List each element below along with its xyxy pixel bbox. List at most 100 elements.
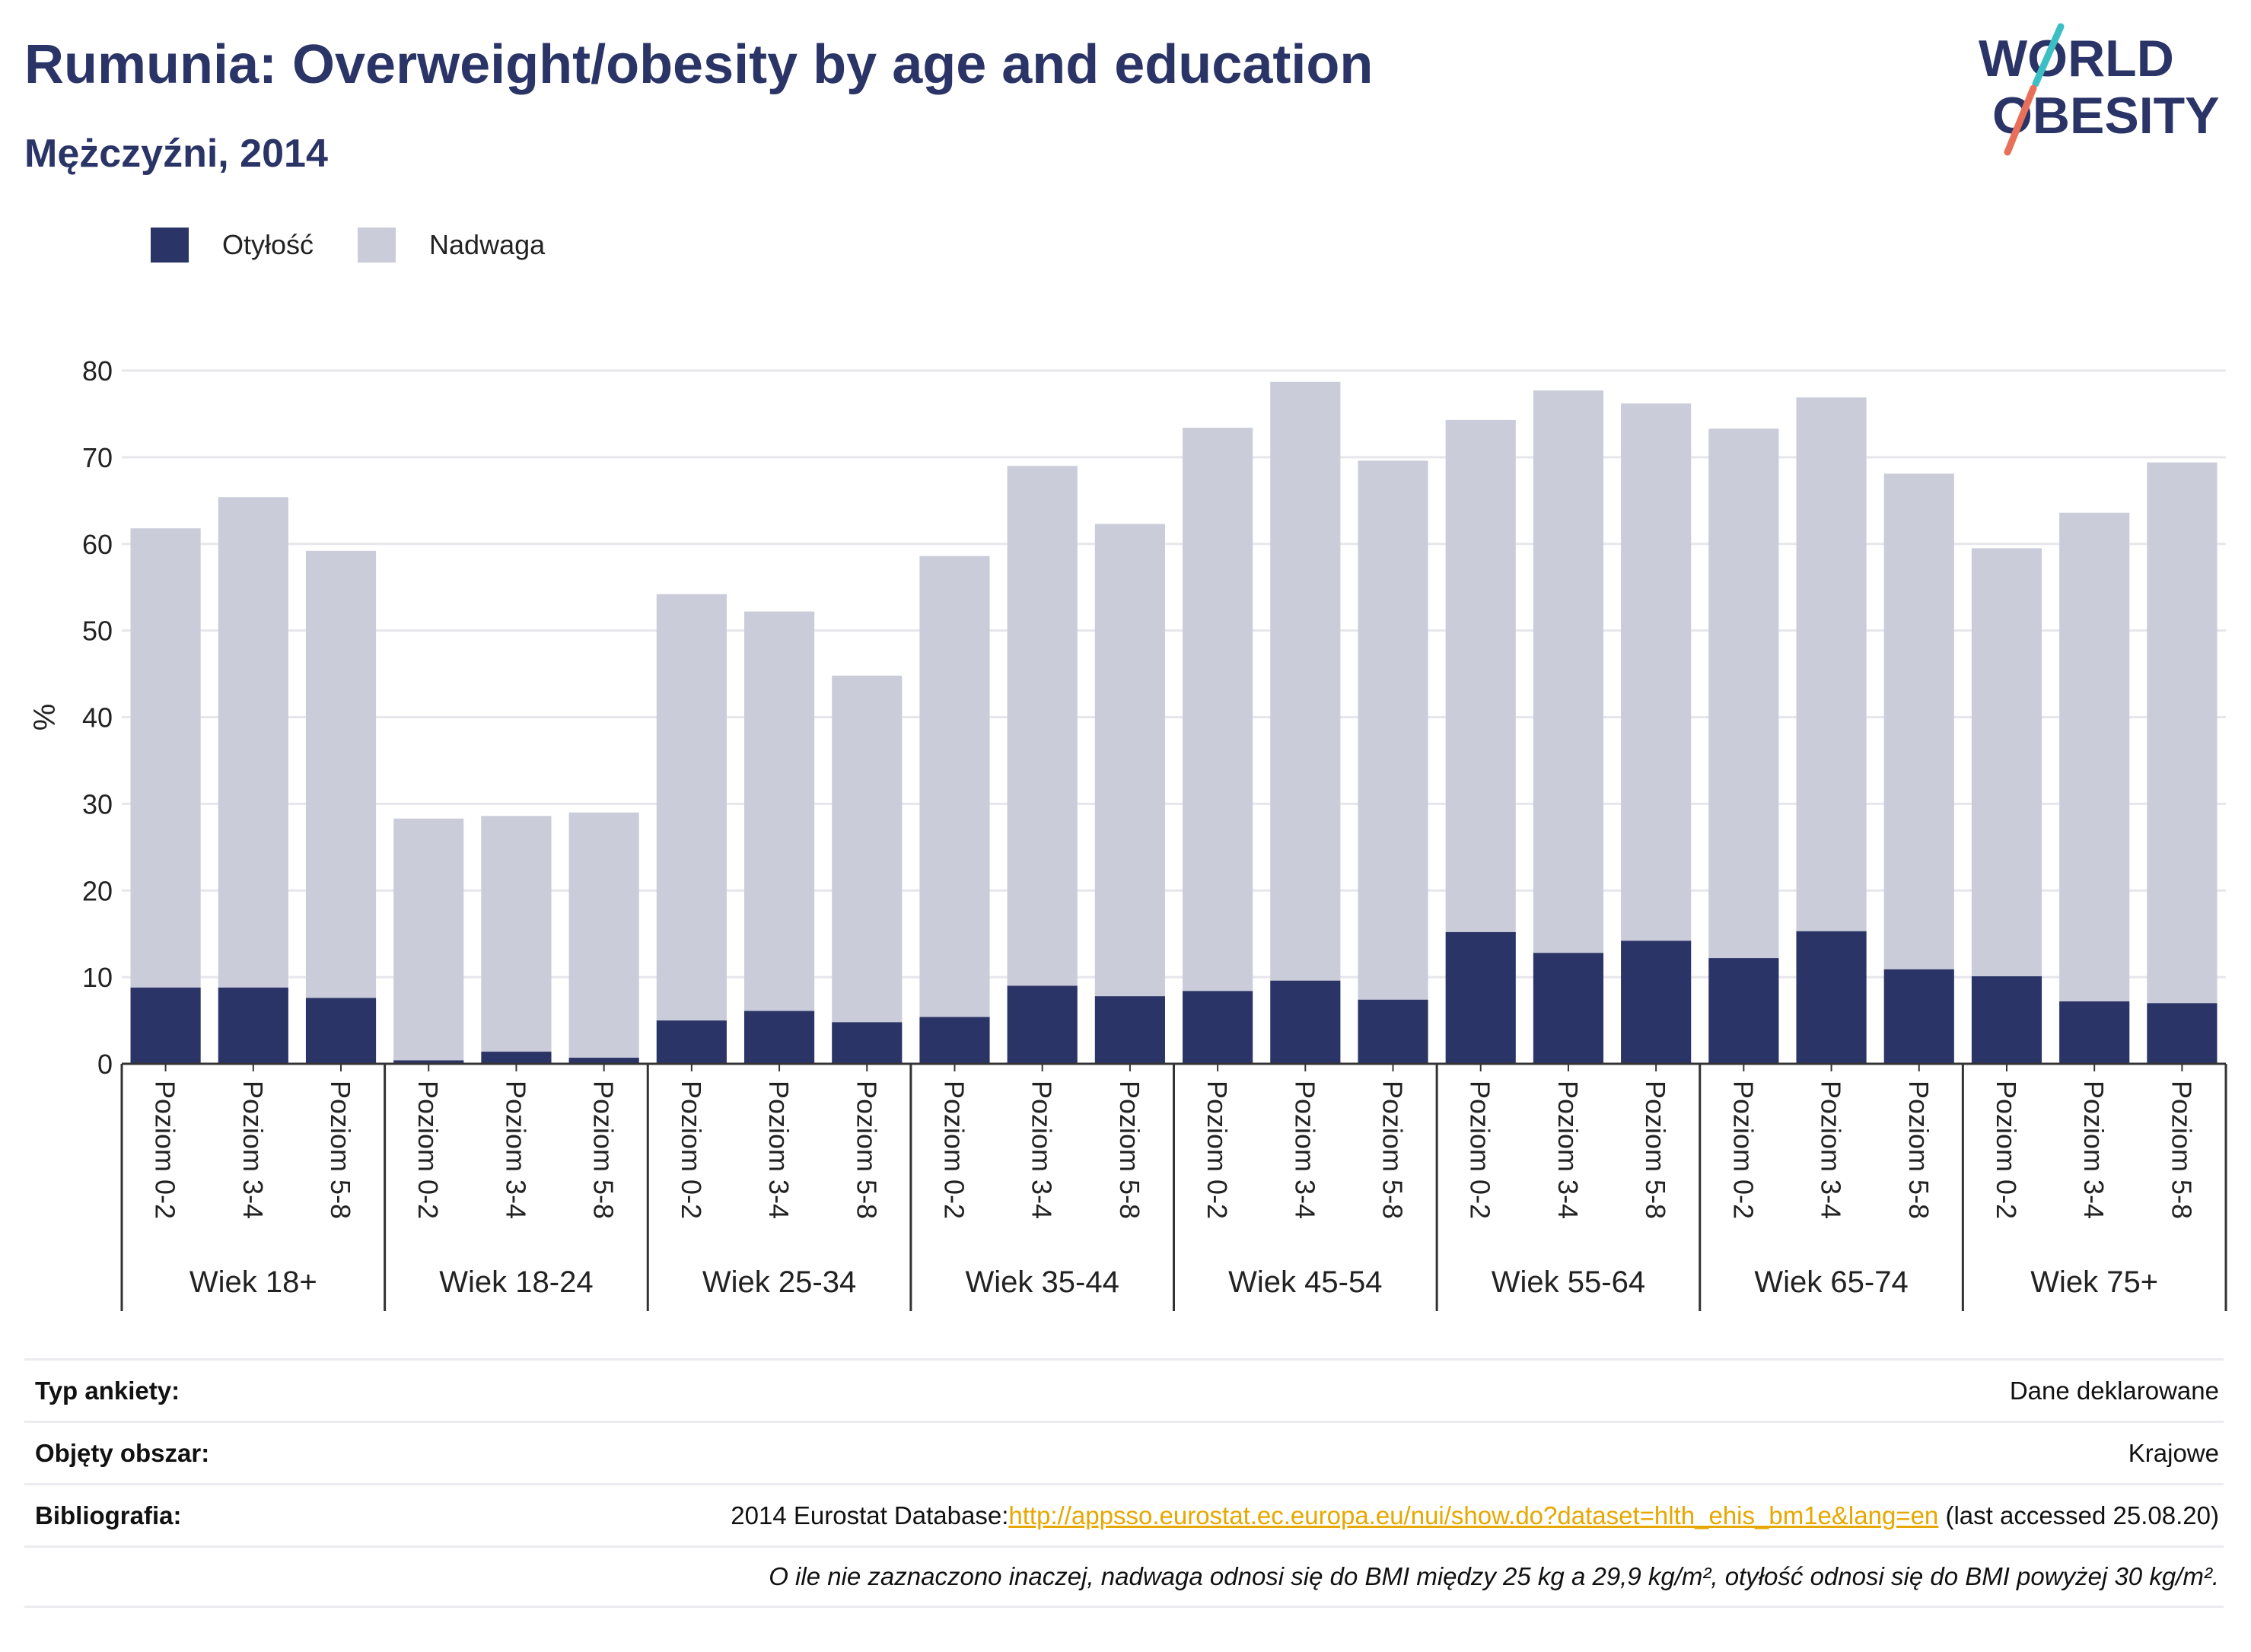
coverage-label: Objęty obszar: [35, 1438, 210, 1467]
bar-overweight [832, 675, 903, 1023]
x-subcategory-label: Poziom 5-8 [2166, 1081, 2197, 1219]
bar-overweight [393, 818, 464, 1061]
bar-overweight [1971, 548, 2042, 976]
bar-overweight [218, 497, 288, 988]
bibliography-label: Bibliografia: [35, 1501, 182, 1529]
bar-overweight [1883, 473, 1954, 969]
bar-overweight [919, 555, 990, 1017]
y-tick-label: 20 [82, 875, 113, 906]
x-group-label: Wiek 55-64 [1492, 1265, 1645, 1299]
bar-overweight [568, 812, 639, 1058]
info-row-note: O ile nie zaznaczono inaczej, nadwaga od… [24, 1545, 2224, 1608]
x-group-label: Wiek 25-34 [702, 1265, 856, 1299]
x-group-label: Wiek 65-74 [1754, 1265, 1908, 1299]
legend-item-overweight[interactable]: Nadwaga [358, 228, 545, 263]
logo-line1: WORLD [1979, 30, 2174, 88]
bar-obesity [1883, 969, 1954, 1064]
bar-overweight [1533, 390, 1604, 953]
x-subcategory-label: Poziom 3-4 [1552, 1081, 1584, 1219]
y-axis-title: % [28, 704, 62, 731]
x-subcategory-label: Poziom 0-2 [1991, 1081, 2022, 1219]
y-tick-label: 60 [82, 529, 113, 560]
bibliography-link[interactable]: http://appsso.eurostat.ec.europa.eu/nui/… [1008, 1501, 1939, 1529]
y-tick-label: 10 [82, 962, 113, 993]
bar-overweight [1621, 403, 1692, 941]
logo-slash-bottom [2004, 84, 2037, 156]
bar-overweight [2147, 462, 2218, 1004]
bar-overweight [481, 816, 552, 1052]
survey-value: Dane deklarowane [2009, 1376, 2219, 1405]
chart-legend: Otyłość Nadwaga [151, 225, 589, 265]
bar-obesity [1445, 931, 1516, 1064]
info-row-coverage: Objęty obszar: Krajowe [24, 1421, 2224, 1483]
bar-obesity [832, 1022, 903, 1064]
legend-label-obesity: Otyłość [222, 229, 314, 260]
x-subcategory-label: Poziom 5-8 [325, 1081, 356, 1219]
bar-obesity [218, 987, 288, 1064]
bar-overweight [1358, 460, 1428, 1000]
survey-label: Typ ankiety: [35, 1376, 180, 1405]
bar-overweight [1094, 524, 1165, 997]
bar-obesity [130, 987, 201, 1064]
y-tick-label: 30 [82, 788, 113, 820]
bar-obesity [393, 1060, 464, 1064]
bar-obesity [1796, 931, 1867, 1064]
y-tick-label: 0 [97, 1049, 113, 1080]
x-subcategory-label: Poziom 0-2 [150, 1081, 181, 1219]
x-subcategory-label: Poziom 3-4 [763, 1081, 794, 1219]
x-subcategory-label: Poziom 5-8 [1903, 1081, 1934, 1219]
x-group-label: Wiek 18-24 [439, 1265, 593, 1299]
x-subcategory-label: Poziom 3-4 [1816, 1081, 1847, 1219]
x-subcategory-label: Poziom 0-2 [938, 1081, 969, 1219]
bar-overweight [130, 528, 201, 988]
bar-overweight [1708, 428, 1779, 959]
chart-title: Rumunia: Overweight/obesity by age and e… [24, 34, 1374, 95]
bar-overweight [305, 550, 377, 998]
legend-swatch-obesity [151, 228, 189, 263]
bar-overweight [2059, 512, 2130, 1002]
y-tick-label: 80 [82, 355, 113, 387]
x-subcategory-label: Poziom 0-2 [1202, 1081, 1233, 1219]
x-subcategory-label: Poziom 5-8 [851, 1081, 882, 1219]
bar-obesity [1358, 999, 1428, 1064]
chart-subtitle: Mężczyźni, 2014 [24, 132, 328, 176]
bar-obesity [1533, 953, 1604, 1064]
x-subcategory-label: Poziom 0-2 [1727, 1081, 1759, 1219]
x-subcategory-label: Poziom 3-4 [1027, 1081, 1058, 1219]
bar-obesity [656, 1020, 727, 1064]
bar-obesity [919, 1017, 990, 1064]
bar-overweight [743, 611, 815, 1011]
x-subcategory-label: Poziom 0-2 [412, 1081, 444, 1219]
logo-line2: OBESITY [1992, 87, 2220, 145]
y-tick-label: 40 [82, 702, 113, 734]
bar-overweight [656, 594, 727, 1021]
bibliography-value: 2014 Eurostat Database:http://appsso.eur… [731, 1501, 2219, 1530]
x-subcategory-label: Poziom 3-4 [500, 1081, 531, 1219]
legend-item-obesity[interactable]: Otyłość [151, 228, 314, 263]
bar-overweight [1796, 397, 1867, 931]
bar-obesity [481, 1052, 552, 1064]
bar-obesity [1971, 976, 2042, 1064]
x-subcategory-label: Poziom 3-4 [2078, 1081, 2109, 1219]
x-group-label: Wiek 45-54 [1228, 1265, 1382, 1299]
coverage-value: Krajowe [2128, 1438, 2219, 1467]
bar-overweight [1270, 381, 1341, 981]
logo-slash-top [2032, 23, 2065, 88]
x-subcategory-label: Poziom 5-8 [588, 1081, 619, 1219]
y-tick-label: 70 [82, 442, 113, 473]
bar-obesity [1621, 941, 1692, 1064]
definition-note: O ile nie zaznaczono inaczej, nadwaga od… [769, 1562, 2219, 1590]
bibliography-prefix: 2014 Eurostat Database: [731, 1501, 1009, 1529]
world-obesity-logo: WORLD OBESITY [1979, 23, 2220, 156]
x-subcategory-label: Poziom 5-8 [1114, 1081, 1145, 1219]
bar-obesity [2147, 1003, 2218, 1064]
info-row-bibliography: Bibliografia: 2014 Eurostat Database:htt… [24, 1483, 2224, 1545]
x-subcategory-label: Poziom 0-2 [676, 1081, 707, 1219]
bar-obesity [1094, 996, 1165, 1064]
bar-obesity [1270, 980, 1341, 1064]
x-subcategory-label: Poziom 3-4 [237, 1081, 269, 1219]
bar-obesity [2059, 1001, 2130, 1064]
x-subcategory-label: Poziom 0-2 [1465, 1081, 1496, 1219]
x-subcategory-label: Poziom 5-8 [1640, 1081, 1671, 1219]
x-subcategory-label: Poziom 3-4 [1289, 1081, 1320, 1219]
